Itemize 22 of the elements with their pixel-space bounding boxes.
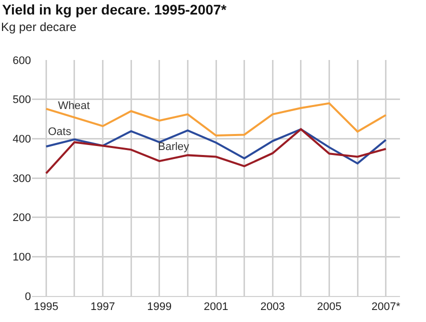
chart-title: Yield in kg per decare. 1995-2007* [2, 2, 228, 18]
line-series [45, 102, 387, 137]
x-tick-label: 1999 [147, 301, 172, 314]
x-tick-label: 2007* [371, 301, 401, 314]
series-label: Oats [48, 126, 72, 138]
y-tick-label: 300 [12, 172, 31, 185]
x-tick-label: 2001 [204, 301, 228, 314]
y-tick-label: 600 [12, 54, 31, 67]
series-label: Wheat [58, 100, 90, 112]
x-tick-label: 1995 [34, 301, 58, 314]
series-label: Barley [158, 141, 190, 153]
x-tick-label: 2005 [316, 301, 342, 314]
y-tick-label: 400 [12, 134, 31, 146]
y-tick-label: 500 [12, 94, 31, 106]
line-series [45, 128, 387, 164]
line-series [45, 128, 387, 174]
y-axis-title: Kg per decare [1, 20, 77, 34]
y-tick-label: 0 [24, 290, 31, 303]
y-tick-label: 200 [12, 212, 31, 224]
x-tick-label: 2003 [260, 301, 285, 314]
y-tick-label: 100 [12, 252, 31, 264]
x-tick-label: 1997 [90, 301, 116, 314]
